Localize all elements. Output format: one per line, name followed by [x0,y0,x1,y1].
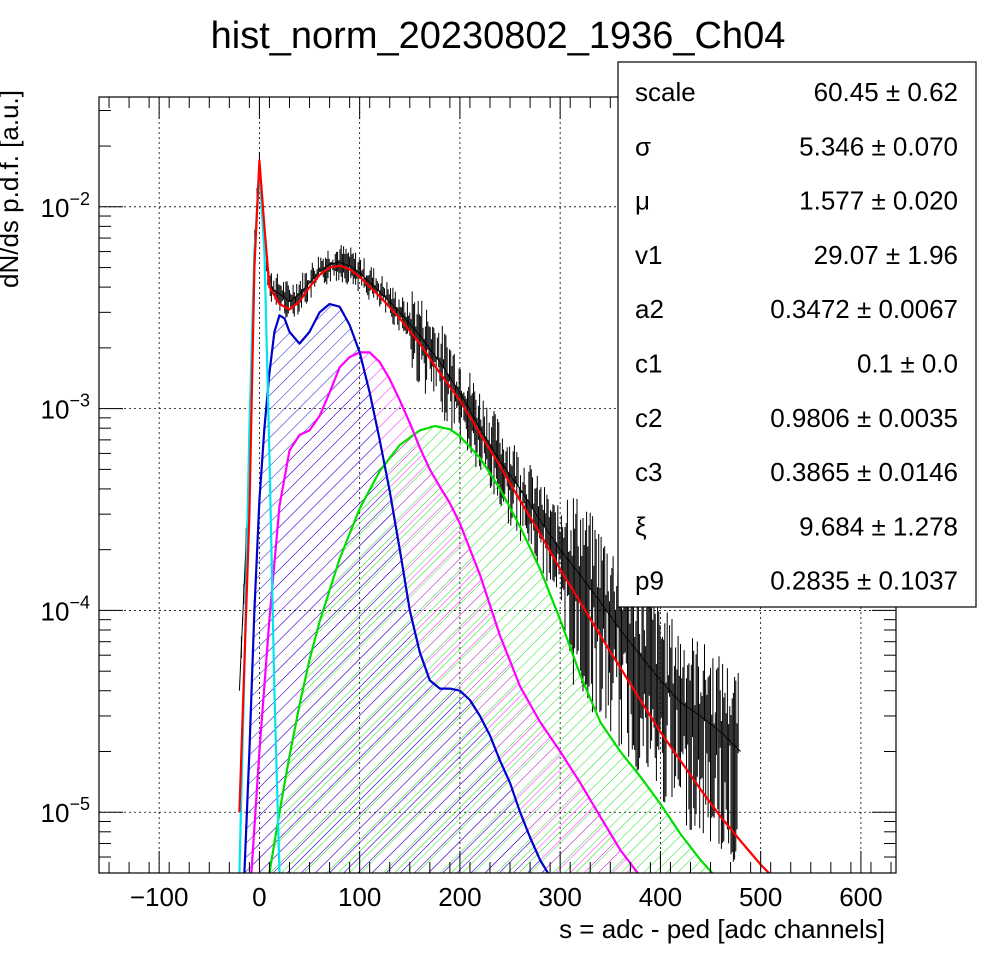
x-tick-label: 500 [739,882,782,912]
series-lines [238,159,771,873]
stats-param-name: p9 [635,566,664,596]
stats-param-name: c2 [635,403,662,433]
component-fills [244,304,716,873]
stats-box-frame [617,61,977,608]
y-axis-label: dN/ds p.d.f. [a.u.] [0,90,24,288]
stats-param-value: 9.684 ± 1.278 [799,511,958,541]
stats-param-name: v1 [635,240,662,270]
stats-param-value: 0.1 ± 0.0 [857,349,958,379]
stats-param-name: a2 [635,294,664,324]
stats-param-value: 0.3472 ± 0.0067 [770,294,958,324]
stats-param-value: 1.577 ± 0.020 [799,186,958,216]
stats-param-name: scale [635,77,696,107]
x-tick-label: 600 [839,882,882,912]
axis-ticks: −100 0 100 200 300 400 500 600 10−5 10−4 10−3 10−2 [41,97,896,912]
stats-param-value: 29.07 ± 1.96 [814,240,958,270]
component-2-line [250,351,640,873]
chart-title: hist_norm_20230802_1936_Ch04 [211,15,786,57]
stats-param-name: c3 [635,457,662,487]
stats-param-name: c1 [635,349,662,379]
stats-param-name: σ [635,131,651,161]
stats-param-name: μ [635,186,650,216]
x-tick-label: 0 [252,882,266,912]
stats-param-value: 0.2835 ± 0.1037 [770,566,958,596]
x-tick-label: 100 [338,882,381,912]
stats-box: scale 60.45 ± 0.62 σ 5.346 ± 0.070 μ 1.577 ± … [617,61,977,608]
stats-param-value: 0.3865 ± 0.0146 [770,457,958,487]
total-fit-line [238,159,771,873]
stats-param-name: ξ [635,511,647,541]
x-tick-label: 300 [538,882,581,912]
stats-param-value: 5.346 ± 0.070 [799,131,958,161]
x-tick-label: 400 [639,882,682,912]
y-tick-label: 10−4 [41,592,90,626]
y-tick-label: 10−3 [41,391,90,425]
y-tick-label: 10−5 [41,794,90,828]
x-tick-label: −100 [130,882,189,912]
x-axis-label: s = adc - ped [adc channels] [559,914,885,944]
stats-param-value: 0.9806 ± 0.0035 [770,403,958,433]
histogram-line [238,165,741,752]
stats-rows: scale 60.45 ± 0.62 σ 5.346 ± 0.070 μ 1.577 ± … [635,77,958,596]
component-1-fill [244,304,551,873]
component-3-line [268,424,714,873]
y-tick-label: 10−2 [41,189,90,223]
component-1-line [243,302,550,873]
stats-param-value: 60.45 ± 0.62 [814,77,958,107]
x-tick-label: 200 [438,882,481,912]
